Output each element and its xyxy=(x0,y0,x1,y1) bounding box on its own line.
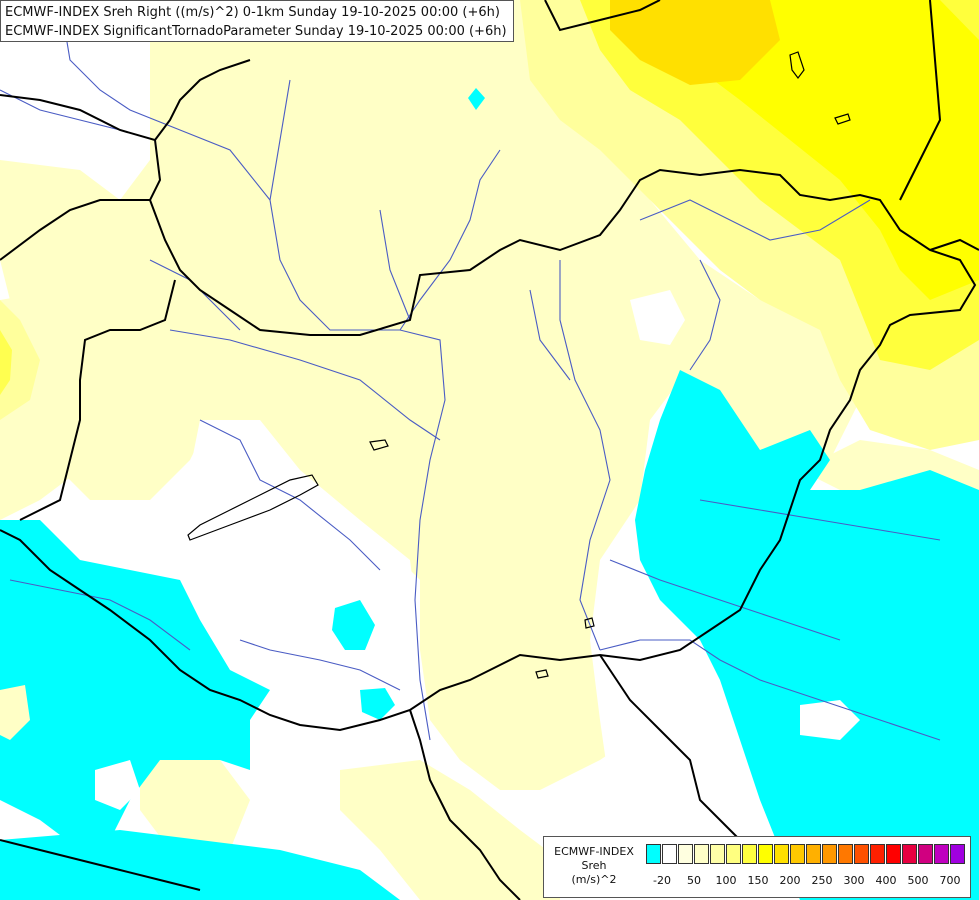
legend-swatch xyxy=(902,844,917,864)
legend-tick-label: 200 xyxy=(779,874,801,887)
sreh-field-light-west xyxy=(0,300,40,420)
legend-swatch xyxy=(662,844,677,864)
sreh-field-white-in-cyan xyxy=(800,700,860,740)
legend-unit: (m/s)^2 xyxy=(571,873,617,886)
sreh-field-pale xyxy=(0,40,860,790)
map-title-box: ECMWF-INDEX Sreh Right ((m/s)^2) 0-1km S… xyxy=(0,0,514,42)
sreh-field-pale-south xyxy=(340,760,560,900)
sreh-field-pale-sw xyxy=(140,760,250,850)
legend-swatch xyxy=(822,844,837,864)
sreh-field-white-se xyxy=(590,560,760,860)
legend-swatch xyxy=(918,844,933,864)
sreh-field-white-patch xyxy=(630,290,685,345)
legend-swatch xyxy=(646,844,661,864)
color-legend: ECMWF-INDEX Sreh (m/s)^2 -20 50 100 150 200 2… xyxy=(543,836,971,898)
legend-tick-label: 500 xyxy=(907,874,929,887)
legend-swatch xyxy=(694,844,709,864)
river-network xyxy=(0,0,941,741)
legend-tick-label: 400 xyxy=(875,874,897,887)
sreh-field-cyan-east xyxy=(635,370,979,900)
legend-swatch xyxy=(790,844,805,864)
legend-swatch xyxy=(838,844,853,864)
sreh-field-pale-in-cyan-sw xyxy=(0,685,30,740)
legend-swatch xyxy=(726,844,741,864)
legend-swatches xyxy=(646,844,966,866)
legend-name: ECMWF-INDEX xyxy=(554,845,634,858)
sreh-field-cyan-sw xyxy=(0,520,270,850)
sreh-field-white-south xyxy=(180,420,420,740)
sreh-field-cyan-blob2 xyxy=(360,688,395,720)
map-title-line-1: ECMWF-INDEX Sreh Right ((m/s)^2) 0-1km S… xyxy=(5,5,500,20)
legend-swatch xyxy=(774,844,789,864)
legend-tick-label: 250 xyxy=(811,874,833,887)
sreh-field-cyan-blob3 xyxy=(468,88,485,110)
sreh-field-gold xyxy=(610,0,780,85)
legend-tick-label: 100 xyxy=(715,874,737,887)
legend-tick-label: 50 xyxy=(687,874,701,887)
sreh-field-cyan-south xyxy=(0,830,400,900)
sreh-field-pale-west xyxy=(0,290,140,520)
lakes xyxy=(187,51,851,679)
legend-swatch xyxy=(854,844,869,864)
legend-swatch xyxy=(950,844,965,864)
legend-swatch xyxy=(886,844,901,864)
sreh-field-cyan-blob1 xyxy=(332,600,375,650)
legend-tick-label: 700 xyxy=(939,874,961,887)
legend-swatch xyxy=(758,844,773,864)
legend-variable: Sreh xyxy=(581,859,607,872)
legend-swatch xyxy=(678,844,693,864)
legend-tick-label: -20 xyxy=(653,874,671,887)
legend-swatch xyxy=(870,844,885,864)
legend-swatch xyxy=(742,844,757,864)
legend-label: ECMWF-INDEX Sreh (m/s)^2 xyxy=(544,837,644,897)
legend-tick-label: 300 xyxy=(843,874,865,887)
sreh-field-yellow-west xyxy=(0,330,12,395)
legend-ticks: -20 50 100 150 200 250 300 400 500 700 xyxy=(646,874,966,890)
sreh-field-white-in-cyan-sw xyxy=(95,760,140,810)
legend-tick-label: 150 xyxy=(747,874,769,887)
legend-swatch xyxy=(710,844,725,864)
legend-swatch xyxy=(806,844,821,864)
legend-swatch xyxy=(934,844,949,864)
map-title-line-2: ECMWF-INDEX SignificantTornadoParameter … xyxy=(5,24,507,39)
